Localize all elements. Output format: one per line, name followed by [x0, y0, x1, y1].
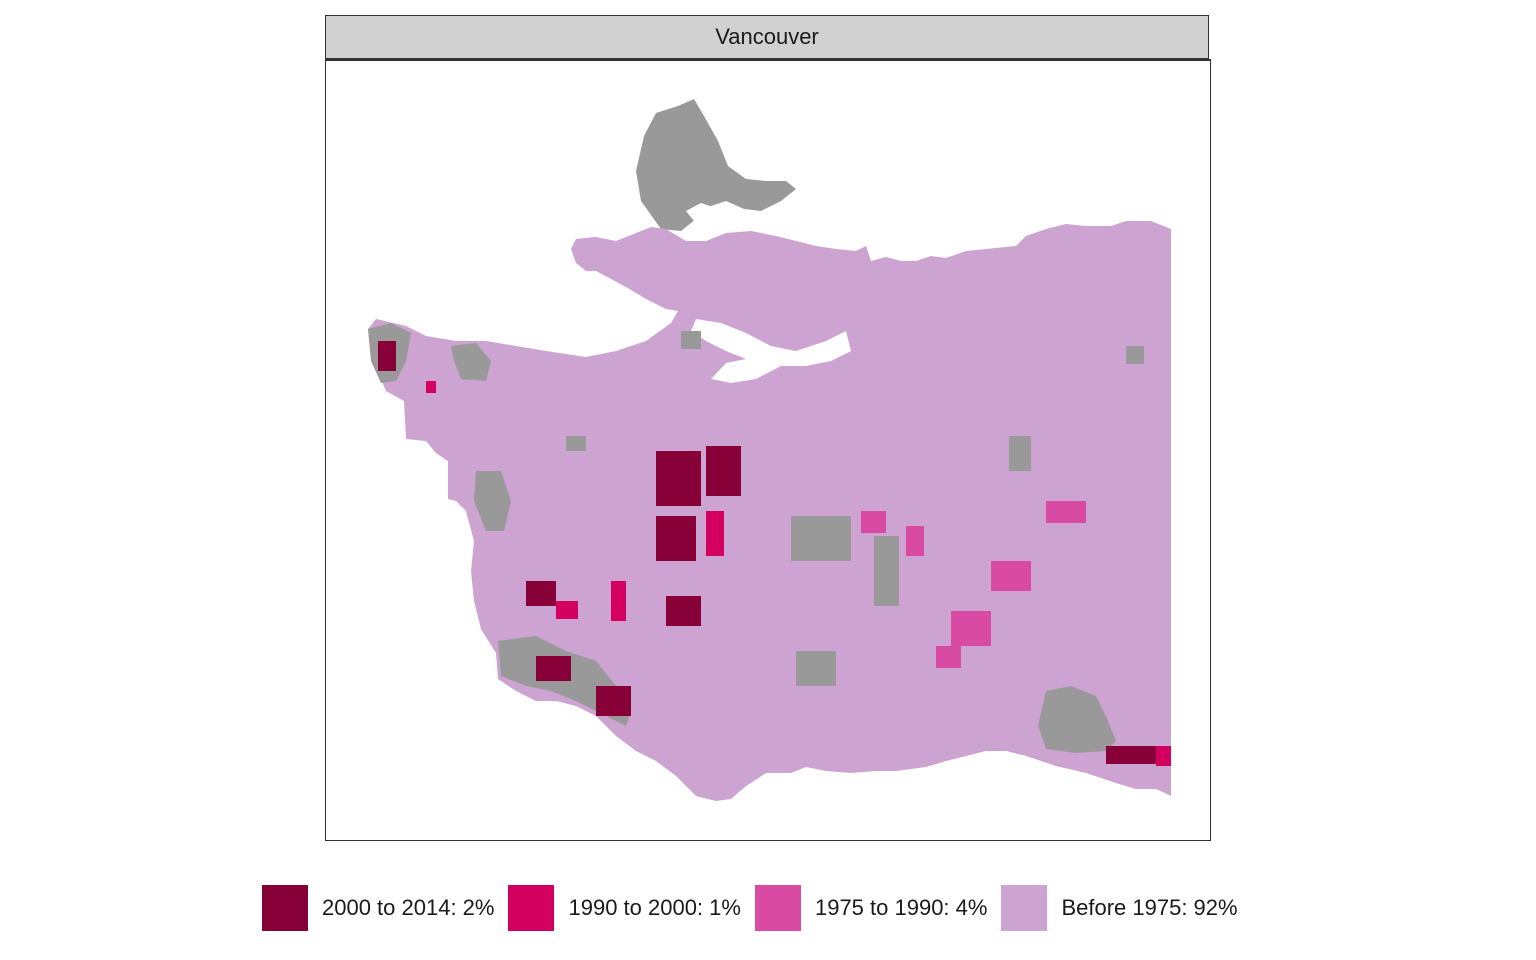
grey-patch-3	[791, 516, 851, 561]
grey-patch-5	[1009, 436, 1031, 471]
grey-patch-7	[681, 331, 701, 349]
vancouver-map	[368, 99, 1171, 801]
cluster-1975-1990	[861, 501, 1086, 668]
panel-title: Vancouver	[715, 24, 819, 49]
legend-swatch-2000-2014	[262, 885, 308, 931]
legend-item-1975-1990: 1975 to 1990: 4%	[754, 885, 988, 931]
legend-label-1975-1990: 1975 to 1990: 4%	[814, 895, 988, 920]
cluster-2000-2014	[378, 341, 1156, 764]
legend-item-before-1975: Before 1975: 92%	[1001, 885, 1238, 931]
legend-swatch-1975-1990	[754, 885, 801, 931]
west-grey-area-3	[474, 471, 511, 531]
map-panel	[325, 59, 1211, 841]
legend: 2000 to 2014: 2% 1990 to 2000: 1% 1975 t…	[262, 885, 1252, 931]
legend-label-before-1975: Before 1975: 92%	[1061, 895, 1238, 920]
false-creek	[691, 319, 851, 383]
lost-lagoon	[686, 203, 716, 221]
legend-label-2000-2014: 2000 to 2014: 2%	[322, 895, 495, 920]
southeast-grey-area	[1038, 686, 1116, 753]
legend-swatch-before-1975	[1001, 885, 1048, 931]
legend-label-1990-2000: 1990 to 2000: 1%	[568, 895, 741, 920]
grey-patch-1	[796, 651, 836, 686]
legend-swatch-1990-2000	[508, 885, 555, 931]
grey-patch-4	[566, 436, 586, 451]
stanley-park	[636, 99, 796, 231]
cluster-1990-2000	[426, 381, 1171, 766]
grey-patch-2	[874, 536, 899, 606]
facet-strip-title: Vancouver	[325, 15, 1209, 59]
west-grey-area-2	[451, 343, 491, 381]
grey-patch-6	[1126, 346, 1144, 364]
legend-item-2000-2014: 2000 to 2014: 2%	[262, 885, 494, 931]
legend-item-1990-2000: 1990 to 2000: 1%	[508, 885, 741, 931]
